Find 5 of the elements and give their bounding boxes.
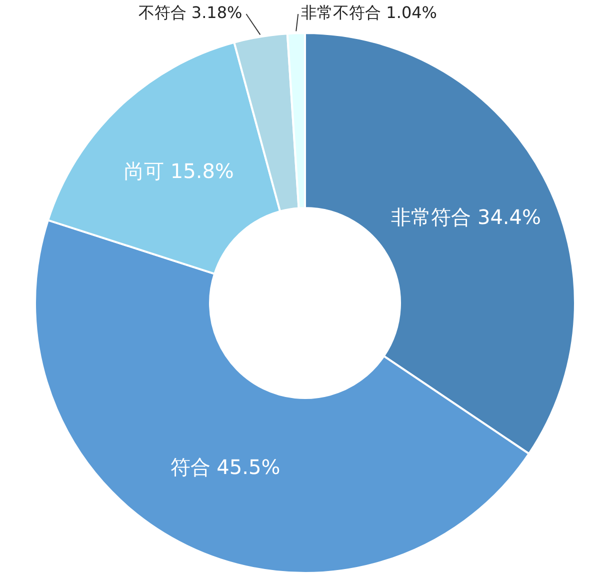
slice-label: 非常不符合 1.04% bbox=[301, 3, 438, 22]
slice-label: 尚可 15.8% bbox=[124, 158, 234, 183]
slice-label: 不符合 3.18% bbox=[138, 3, 242, 22]
slice-label: 非常符合 34.4% bbox=[391, 205, 542, 230]
slice-label: 符合 45.5% bbox=[170, 455, 280, 480]
